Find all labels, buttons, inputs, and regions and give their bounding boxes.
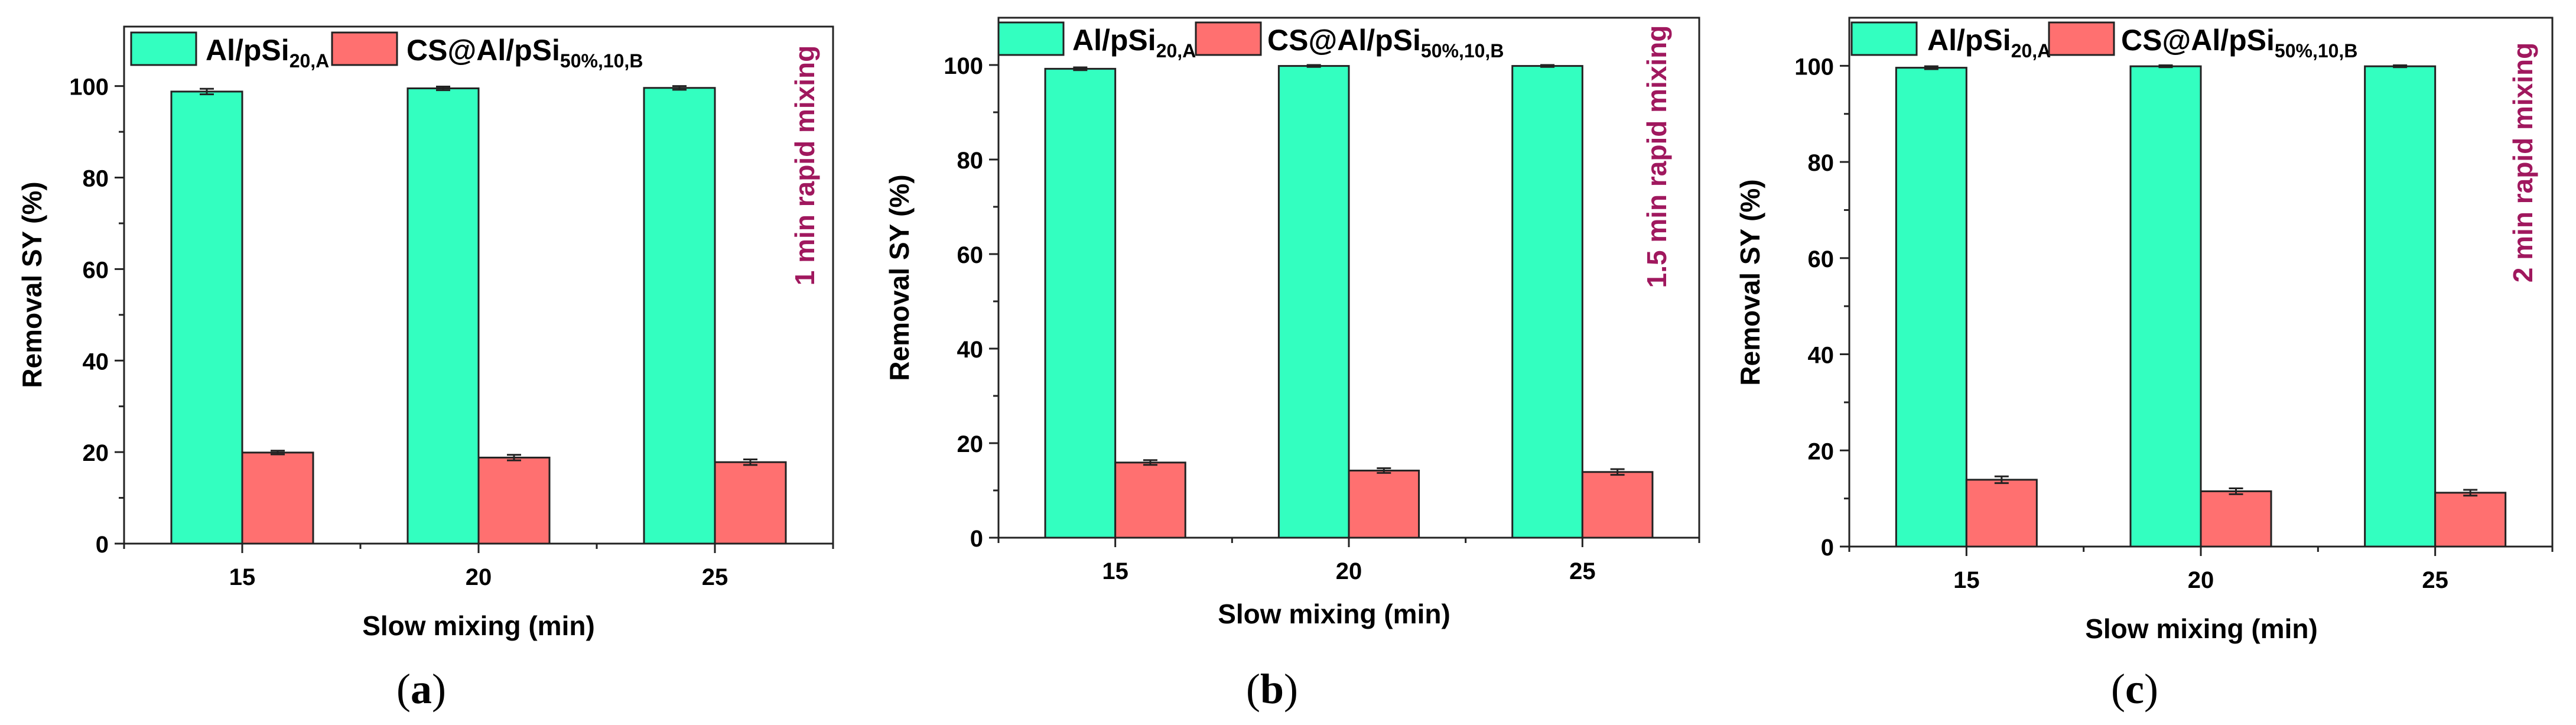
legend: Al/pSi20,A CS@Al/pSi50%,10,B — [997, 21, 1504, 61]
x-tick-label: 15 — [1102, 558, 1128, 584]
x-tick-label: 25 — [702, 564, 728, 590]
rapid-mixing-annotation: 1.5 min rapid mixing — [1641, 25, 1672, 288]
bar-series-1 — [2364, 65, 2437, 548]
legend-swatch-series-2 — [1195, 21, 1262, 56]
x-tick-label: 25 — [1569, 558, 1596, 584]
bar-series-1 — [1277, 65, 1350, 539]
x-tick-label: 20 — [2188, 567, 2214, 593]
legend-label-series-2: CS@Al/pSi50%,10,B — [2121, 24, 2357, 61]
y-tick-label: 20 — [83, 440, 109, 466]
legend-label-series-1: Al/pSi20,A — [1072, 24, 1196, 61]
x-tick-label: 15 — [229, 564, 256, 590]
bar-series-2 — [477, 456, 551, 545]
chart-panel-a: 0 20 40 60 80 100 15 20 25 Al/pSi20,A CS@Al/pSi5… — [17, 25, 834, 713]
y-tick-label: 0 — [96, 532, 109, 558]
rapid-mixing-annotation: 2 min rapid mixing — [2507, 43, 2538, 282]
x-axis-label: Slow mixing (min) — [362, 610, 595, 641]
y-tick-label: 100 — [944, 53, 983, 79]
bar-series-1 — [2129, 65, 2202, 548]
y-tick-label: 80 — [1808, 150, 1835, 176]
legend-label-series-2: CS@Al/pSi50%,10,B — [406, 34, 643, 71]
x-tick-label: 25 — [2422, 567, 2448, 593]
legend-label-series-1: Al/pSi20,A — [206, 34, 329, 71]
legend-label-series-2: CS@Al/pSi50%,10,B — [1267, 24, 1504, 61]
y-tick-label: 40 — [957, 337, 984, 363]
bar-series-2 — [2434, 492, 2507, 548]
chart-panel-b: 0 20 40 60 80 100 15 20 25 Al/pSi20,A CS@Al/pSi5… — [884, 17, 1700, 713]
bar-series-2 — [2200, 490, 2272, 548]
x-tick-label: 15 — [1953, 567, 1980, 593]
bar-series-1 — [1044, 67, 1117, 539]
bar-series-1 — [1895, 67, 1967, 548]
y-tick-label: 80 — [957, 148, 984, 174]
y-tick-label: 20 — [957, 431, 984, 457]
panel-label: (a) — [396, 665, 446, 713]
bar-series-1 — [406, 87, 480, 545]
y-axis-label: Removal SY (%) — [17, 181, 47, 388]
legend-swatch-series-2 — [2048, 21, 2115, 56]
bar-series-2 — [1114, 461, 1186, 539]
x-axis-label: Slow mixing (min) — [2085, 613, 2318, 644]
y-tick-label: 40 — [83, 349, 109, 375]
y-axis-label: Removal SY (%) — [1735, 179, 1765, 385]
y-tick-label: 60 — [957, 242, 984, 268]
y-tick-label: 0 — [970, 526, 983, 552]
x-tick-label: 20 — [466, 564, 492, 590]
legend-swatch-series-1 — [1850, 21, 1918, 56]
y-tick-label: 20 — [1808, 438, 1835, 464]
bar-series-2 — [714, 461, 787, 545]
y-axis-label: Removal SY (%) — [884, 174, 915, 381]
y-tick-label: 100 — [1794, 54, 1834, 80]
bar-series-1 — [643, 87, 716, 545]
y-tick-label: 40 — [1808, 343, 1835, 369]
y-tick-label: 100 — [69, 74, 109, 100]
legend-swatch-series-1 — [997, 21, 1065, 56]
legend-label-series-1: Al/pSi20,A — [1927, 24, 2051, 61]
x-tick-label: 20 — [1336, 558, 1362, 584]
x-axis-label: Slow mixing (min) — [1218, 599, 1450, 629]
legend: Al/pSi20,A CS@Al/pSi50%,10,B — [130, 31, 643, 71]
bar-series-1 — [170, 90, 243, 545]
bar-series-2 — [1348, 469, 1420, 539]
legend-swatch-series-2 — [331, 31, 398, 66]
chart-panel-c: 0 20 40 60 80 100 15 20 25 Al/pSi20,A CS@Al/pSi5… — [1735, 17, 2554, 713]
bar-series-2 — [1965, 479, 2038, 548]
rapid-mixing-annotation: 1 min rapid mixing — [789, 45, 820, 285]
legend-swatch-series-1 — [130, 31, 197, 66]
panel-label: (b) — [1246, 665, 1298, 713]
y-tick-label: 80 — [83, 166, 109, 192]
y-tick-label: 0 — [1821, 535, 1834, 561]
bar-series-1 — [1511, 65, 1583, 539]
y-tick-label: 60 — [1808, 246, 1835, 272]
legend: Al/pSi20,A CS@Al/pSi50%,10,B — [1850, 21, 2357, 61]
bar-series-2 — [241, 451, 314, 545]
panel-label: (c) — [2111, 665, 2158, 713]
y-tick-label: 60 — [83, 257, 109, 283]
bar-series-2 — [1581, 471, 1654, 539]
